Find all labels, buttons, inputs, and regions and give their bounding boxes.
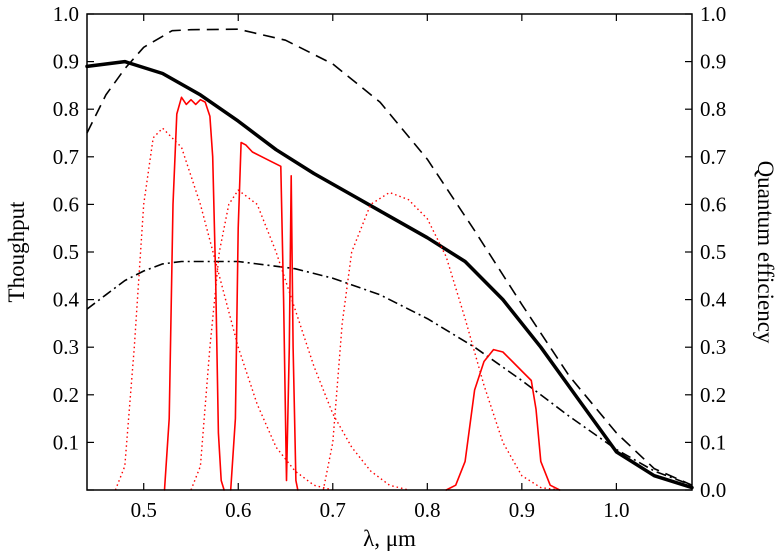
- y-tick-label-left: 0.6: [53, 192, 79, 216]
- y-tick-label-right: 0.9: [700, 50, 726, 74]
- y-tick-label-right: 0.3: [700, 335, 726, 359]
- series-line-3: [86, 260, 693, 486]
- series-line-4: [163, 96, 225, 491]
- y-tick-label-left: 0.2: [53, 383, 79, 407]
- y-tick-label-left: 0.4: [53, 288, 80, 312]
- y-tick-label-right: 0.7: [700, 145, 726, 169]
- plot-frame: [86, 13, 693, 491]
- y-tick-label-right: 0.5: [700, 240, 726, 264]
- plot-lines: [85, 28, 694, 491]
- y-tick-label-right: 0.0: [700, 478, 726, 502]
- x-axis-label: λ, μm: [363, 526, 416, 551]
- y-tick-label-right: 0.4: [700, 288, 727, 312]
- y-tick-label-left: 0.5: [53, 240, 79, 264]
- ticks: [87, 13, 692, 491]
- tick-labels: 0.5 0.6 0.7 0.8 0.9 1.0 0.0 0.1 0.1 0.2 0.2 0.3 0.3 0…: [53, 2, 727, 522]
- y-tick-label-right: 0.8: [700, 97, 726, 121]
- y-tick-label-right: 0.6: [700, 192, 726, 216]
- y-tick-label-left: 0.3: [53, 335, 79, 359]
- y-tick-label-left: 0.8: [53, 97, 79, 121]
- series-line-2: [86, 28, 693, 486]
- y-axis-right-label: Quantum efficiency: [753, 161, 777, 344]
- y-tick-label-left: 0.9: [53, 50, 79, 74]
- y-tick-label-right: 0.2: [700, 383, 726, 407]
- y-tick-label-left: 0.1: [53, 430, 79, 454]
- y-tick-label-left: 0.7: [53, 145, 79, 169]
- y-tick-label-left: 1.0: [53, 2, 79, 26]
- x-tick-label: 0.9: [509, 498, 535, 522]
- y-tick-label-right: 0.1: [700, 430, 726, 454]
- x-tick-label: 0.7: [320, 498, 346, 522]
- x-tick-label: 1.0: [603, 498, 629, 522]
- x-tick-label: 0.6: [225, 498, 251, 522]
- series-line-5: [229, 141, 299, 491]
- series-line-8: [190, 189, 409, 491]
- y-axis-label: Thoughput: [4, 201, 29, 303]
- y-tick-label-right: 1.0: [700, 2, 726, 26]
- series-line-6: [445, 348, 561, 491]
- x-tick-label: 0.8: [414, 498, 440, 522]
- x-tick-label: 0.5: [131, 498, 157, 522]
- series-line-9: [322, 191, 560, 491]
- series-line-1: [85, 59, 694, 490]
- series-line-7: [114, 127, 333, 491]
